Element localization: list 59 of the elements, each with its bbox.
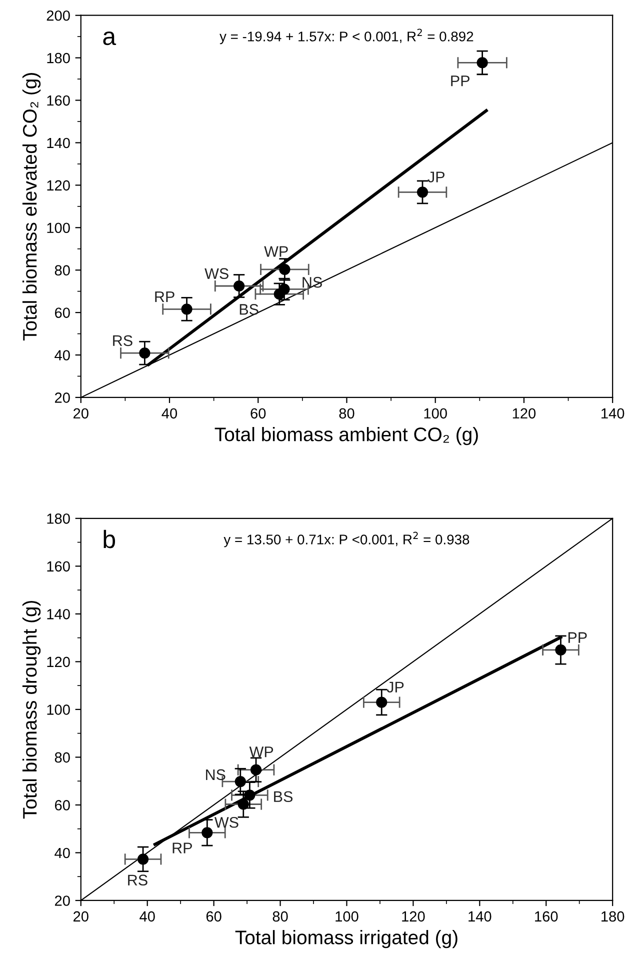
y-tick-label: 100	[47, 222, 70, 234]
y-tick-label: 80	[54, 752, 70, 763]
y-tick-label: 80	[54, 265, 70, 276]
y-tick-label: 140	[47, 138, 70, 148]
y-axis-title: Total biomass drought (g)	[22, 600, 41, 819]
y-tick-label: 60	[54, 308, 70, 318]
x-tick-label: 140	[602, 408, 624, 419]
x-tick-label: 40	[162, 408, 178, 419]
annotation: y = 13.50 + 0.71x: P <0.001, R$^{2}$ = 0.938	[224, 532, 470, 548]
x-tick-label: 160	[535, 911, 558, 922]
y-tick-label: 20	[54, 896, 70, 906]
x-tick-label: 80	[339, 408, 354, 419]
y-tick-label: 40	[54, 848, 70, 858]
x-tick-label: 20	[74, 911, 88, 922]
annotation: RP	[155, 291, 174, 302]
y-tick-label: 140	[47, 609, 70, 620]
annotation: y = -19.94 + 1.57x: P < 0.001, R$^{2}$ = 0.892	[220, 28, 474, 44]
x-tick-label: 140	[468, 911, 492, 922]
x-tick-label: 20	[74, 408, 88, 419]
chart-title: a	[103, 31, 116, 46]
annotation: NS	[206, 769, 226, 780]
annotation: NS	[302, 276, 322, 288]
annotation: WS	[204, 268, 228, 279]
x-axis-title: Total biomass irrigated (g)	[235, 930, 458, 948]
chart-title: b	[104, 530, 116, 548]
annotation: PP	[568, 632, 587, 643]
x-tick-label: 100	[424, 408, 447, 419]
y-tick-label: 180	[47, 52, 70, 64]
x-tick-label: 60	[206, 911, 222, 922]
annotation: RP	[172, 842, 192, 854]
annotation: RS	[113, 335, 132, 346]
y-tick-label: 160	[47, 95, 70, 106]
annotation: BS	[240, 304, 258, 315]
x-tick-label: 80	[272, 911, 288, 922]
annotation: JP	[428, 172, 444, 182]
annotation: BS	[274, 791, 293, 802]
y-tick-label: 20	[54, 392, 70, 403]
annotation: PP	[451, 76, 470, 86]
y-tick-label: 40	[54, 350, 70, 360]
x-tick-label: 120	[402, 911, 425, 922]
x-tick-label: 100	[336, 911, 358, 922]
annotation: RS	[128, 874, 148, 886]
y-tick-label: 160	[47, 561, 70, 572]
y-tick-label: 120	[47, 180, 70, 191]
x-tick-label: 40	[140, 911, 155, 922]
x-tick-label: 60	[250, 408, 266, 419]
annotation: WP	[264, 246, 288, 257]
annotation: WS	[214, 816, 238, 828]
x-tick-label: 180	[602, 911, 624, 922]
y-axis-title: Total biomass elevated CO₂ (g)	[22, 73, 41, 340]
y-tick-label: 100	[47, 704, 70, 715]
x-axis-title: Total biomass ambient CO₂ (g)	[214, 427, 478, 446]
annotation: JP	[386, 682, 404, 692]
x-tick-label: 120	[512, 408, 536, 419]
y-tick-label: 180	[47, 514, 70, 524]
y-tick-label: 120	[47, 656, 70, 668]
y-tick-label: 60	[54, 800, 70, 810]
y-tick-label: 200	[46, 10, 70, 21]
annotation: WP	[249, 746, 274, 758]
